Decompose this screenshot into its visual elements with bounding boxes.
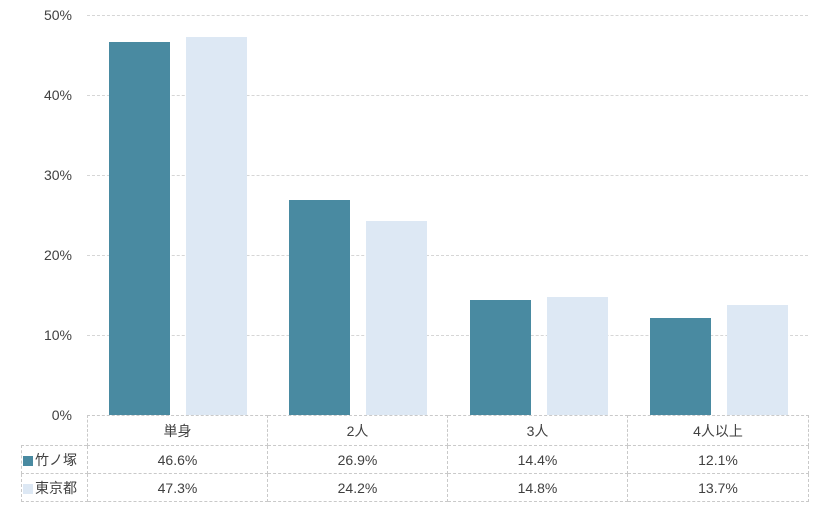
legend-swatch-icon <box>23 455 33 466</box>
legend-cell-1: 東京都 <box>21 473 88 502</box>
bar-series1-cat3 <box>726 305 788 415</box>
table-value-cell-r1-c1: 24.2% <box>267 473 448 502</box>
table-header-cell-1: 2人 <box>267 415 448 446</box>
legend-swatch-icon <box>23 483 33 494</box>
table-value-cell-r1-c0: 47.3% <box>87 473 268 502</box>
bar-series0-cat2 <box>469 299 531 415</box>
y-tick-label: 40% <box>43 87 72 103</box>
legend-label: 東京都 <box>35 479 77 496</box>
y-tick-label: 0% <box>51 407 72 423</box>
y-gridline <box>87 255 808 256</box>
table-value-cell-r1-c2: 14.8% <box>447 473 628 502</box>
table-row-0: 竹ノ塚 46.6% 26.9% 14.4% 12.1% <box>21 445 809 474</box>
y-tick-label: 10% <box>43 327 72 343</box>
table-header-cell-3: 4人以上 <box>627 415 809 446</box>
table-row-1: 東京都 47.3% 24.2% 14.8% 13.7% <box>21 473 809 502</box>
table-value-cell-r0-c2: 14.4% <box>447 445 628 474</box>
bar-series0-cat1 <box>289 199 351 415</box>
table-value-cell-r0-c1: 26.9% <box>267 445 448 474</box>
bar-series1-cat1 <box>366 221 428 415</box>
y-axis: 0% 10% 20% 30% 40% 50% <box>0 0 87 510</box>
y-tick-label: 50% <box>43 7 72 23</box>
y-gridline <box>87 335 808 336</box>
bar-series1-cat0 <box>186 36 247 415</box>
y-tick-label: 30% <box>43 167 72 183</box>
plot-area <box>87 15 808 415</box>
legend-label: 竹ノ塚 <box>35 451 77 468</box>
table-value-cell-r0-c0: 46.6% <box>87 445 268 474</box>
bar-series0-cat3 <box>649 318 711 415</box>
y-gridline <box>87 95 808 96</box>
y-gridline <box>87 175 808 176</box>
y-tick-label: 20% <box>43 247 72 263</box>
table-value-cell-r1-c3: 13.7% <box>627 473 809 502</box>
y-gridline <box>87 15 808 16</box>
bar-series0-cat0 <box>109 42 170 415</box>
data-table: 単身 2人 3人 4人以上竹ノ塚 46.6% 26.9% 14.4% 12.1% 東京都 47.3… <box>21 415 809 502</box>
table-header-cell-2: 3人 <box>447 415 628 446</box>
bar-series1-cat2 <box>546 296 608 415</box>
table-body: 単身 2人 3人 4人以上竹ノ塚 46.6% 26.9% 14.4% 12.1% 東京都 47.3… <box>21 415 809 502</box>
table-value-cell-r0-c3: 12.1% <box>627 445 809 474</box>
legend-cell-0: 竹ノ塚 <box>21 445 88 474</box>
table-corner-cell <box>22 416 88 446</box>
table-header-cell-0: 単身 <box>87 415 268 446</box>
